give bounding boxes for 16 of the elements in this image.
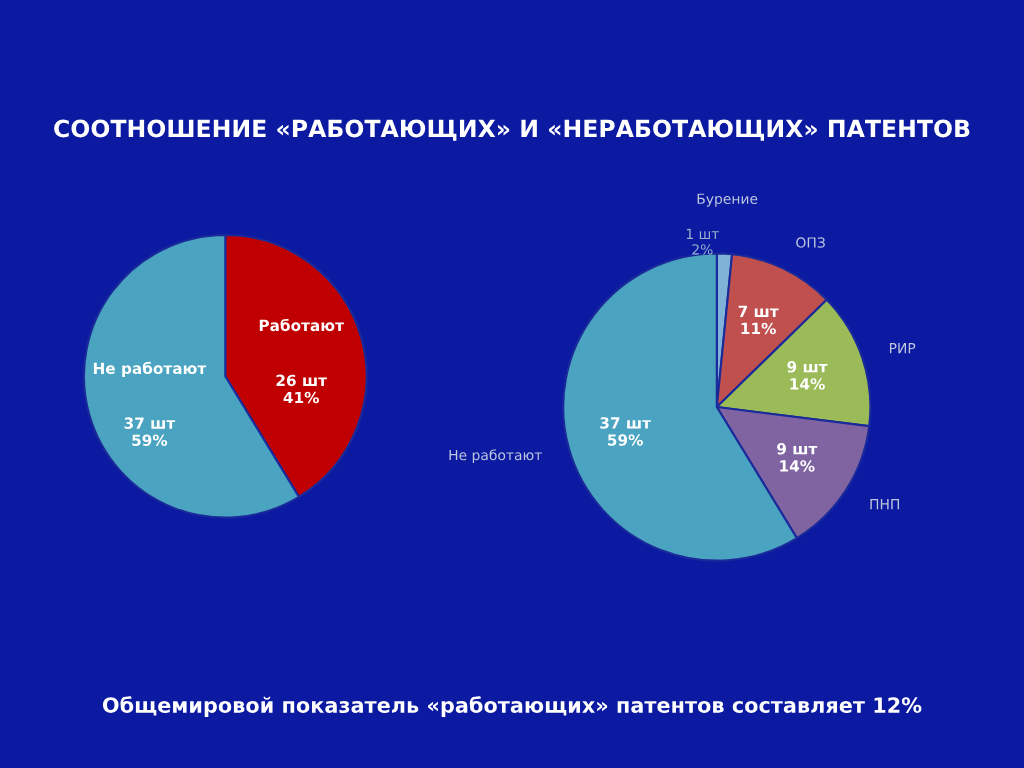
data-label: 37 шт 59% [124,417,176,446]
data-label: 26 шт 41% [276,374,327,404]
slice-label: РИР [889,343,916,354]
text: Общемировой показатель «работающих» патентов составляет 12% [102,696,922,717]
slice-label: ОПЗ [796,237,825,248]
data-label: 9 шт 14% [787,361,828,390]
data-label: 37 шт 59% [600,417,651,446]
text: СООТНОШЕНИЕ «РАБОТАЮЩИХ» И «НЕРАБОТАЮЩИХ» ПАТЕНТОВ [54,119,970,141]
slice-label: ПНП [870,499,900,510]
slice-label: Не работают [93,361,207,378]
slice-label: Бурение [697,193,758,207]
data-label: 9 шт 14% [777,443,818,472]
slice-label: Не работают [449,449,542,463]
data-label: 7 шт 11% [738,305,779,335]
data-label: 1 шт 2% [686,228,719,255]
slice-label: Работают [259,318,344,332]
